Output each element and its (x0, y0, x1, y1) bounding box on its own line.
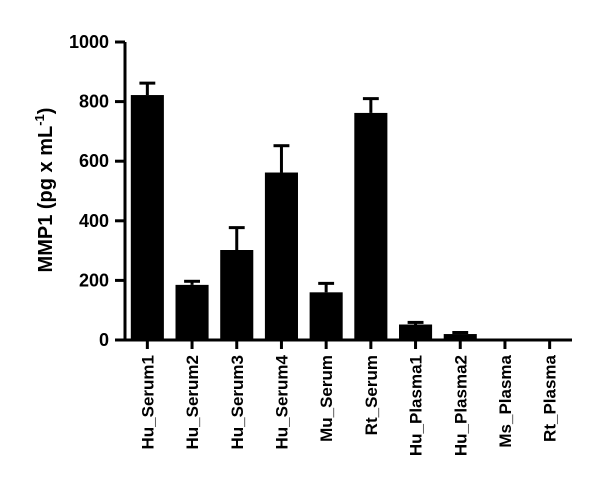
bar-Rt_Serum (354, 112, 388, 340)
x-tick-label-Ms_Plasma: Ms_Plasma (496, 354, 515, 447)
x-axis: Hu_Serum1 Hu_Serum2 Hu_Serum3 Hu_Serum4 Mu_S… (123, 338, 572, 456)
y-tick-label-0: 0 (99, 330, 109, 350)
y-axis-title: MMP1 (pg x mL-1) (32, 108, 57, 273)
bar-Hu_Serum4 (264, 172, 298, 340)
x-tick-label-Hu_Plasma1: Hu_Plasma1 (407, 355, 426, 456)
y-axis-title-main: MMP1 (pg x mL (35, 126, 57, 273)
y-axis: 0 200 400 600 800 1000 (69, 32, 127, 350)
error-bar-Mu_Serum (318, 281, 335, 293)
error-bar-Hu_Plasma1 (407, 320, 424, 325)
x-tick-label-Rt_Serum: Rt_Serum (362, 355, 381, 435)
bar-Mu_Serum (309, 292, 343, 340)
bar-Hu_Serum2 (175, 284, 209, 340)
x-tick-label-Hu_Serum4: Hu_Serum4 (272, 354, 291, 449)
y-tick-label-600: 600 (79, 151, 109, 171)
bar-Hu_Plasma2 (443, 334, 477, 340)
x-tick-label-Mu_Serum: Mu_Serum (317, 355, 336, 442)
bar-Hu_Plasma1 (399, 324, 433, 340)
x-tick-label-Hu_Serum2: Hu_Serum2 (183, 355, 202, 449)
x-tick-label-Rt_Plasma: Rt_Plasma (541, 354, 560, 441)
error-bar-Hu_Serum1 (139, 81, 156, 96)
error-bar-Hu_Serum2 (184, 279, 200, 285)
error-bar-Hu_Plasma2 (452, 331, 469, 335)
y-tick-label-800: 800 (79, 92, 109, 112)
y-axis-title-close: ) (35, 108, 57, 115)
bar-Hu_Serum3 (220, 250, 254, 340)
error-bar-Hu_Serum4 (273, 144, 290, 173)
error-bar-Hu_Serum3 (228, 226, 245, 251)
x-tick-label-Hu_Plasma2: Hu_Plasma2 (451, 355, 470, 456)
error-bars-group (139, 81, 469, 335)
y-tick-label-1000: 1000 (69, 32, 109, 52)
y-axis-title-superscript: -1 (32, 114, 47, 126)
x-tick-label-Hu_Serum1: Hu_Serum1 (138, 355, 157, 449)
y-tick-label-400: 400 (79, 211, 109, 231)
x-tick-label-Hu_Serum3: Hu_Serum3 (228, 355, 247, 449)
bars-group (130, 95, 477, 340)
error-bar-Rt_Serum (362, 97, 379, 113)
bar-Hu_Serum1 (130, 95, 164, 340)
y-tick-label-200: 200 (79, 270, 109, 290)
